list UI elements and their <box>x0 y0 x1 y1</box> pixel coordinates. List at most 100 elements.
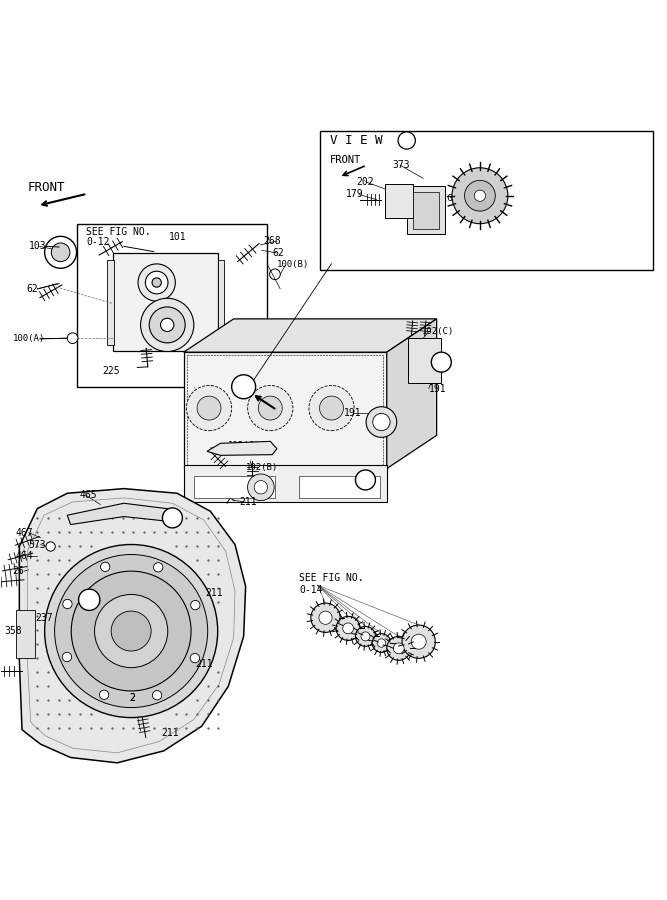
Circle shape <box>141 298 194 352</box>
Text: SEE FIG NO.: SEE FIG NO. <box>415 194 474 202</box>
Circle shape <box>51 243 70 262</box>
Text: 175: 175 <box>372 420 390 430</box>
Circle shape <box>46 542 55 551</box>
Circle shape <box>191 600 200 610</box>
Circle shape <box>254 481 267 494</box>
Circle shape <box>99 690 109 699</box>
Text: 211: 211 <box>205 588 223 598</box>
Circle shape <box>111 611 151 651</box>
Circle shape <box>402 626 436 658</box>
Circle shape <box>63 599 72 608</box>
Polygon shape <box>183 352 387 469</box>
Text: 0-14: 0-14 <box>299 585 322 595</box>
Circle shape <box>67 333 78 344</box>
Circle shape <box>398 131 416 149</box>
Circle shape <box>149 307 185 343</box>
Circle shape <box>372 634 391 652</box>
Bar <box>16 609 35 658</box>
Circle shape <box>79 590 100 610</box>
Circle shape <box>190 653 199 662</box>
Bar <box>320 130 653 270</box>
Text: 202: 202 <box>357 176 374 187</box>
Circle shape <box>95 594 168 668</box>
Circle shape <box>366 407 397 437</box>
Text: 465: 465 <box>79 491 97 500</box>
Circle shape <box>247 474 274 500</box>
Circle shape <box>319 396 344 420</box>
Text: 237: 237 <box>35 613 53 623</box>
Polygon shape <box>183 319 437 352</box>
Circle shape <box>387 636 411 661</box>
Text: 192(A): 192(A) <box>410 371 442 380</box>
Circle shape <box>394 643 404 653</box>
Text: SEE FIG NO.: SEE FIG NO. <box>299 572 364 583</box>
Circle shape <box>452 167 508 224</box>
Circle shape <box>186 385 231 431</box>
Bar <box>408 338 442 383</box>
Circle shape <box>163 508 182 528</box>
Circle shape <box>319 611 332 625</box>
Text: 62: 62 <box>272 248 284 258</box>
Text: SEE FIG NO.: SEE FIG NO. <box>86 227 151 237</box>
Text: 4-36: 4-36 <box>415 204 436 213</box>
Circle shape <box>62 652 71 662</box>
Circle shape <box>373 413 390 431</box>
Text: 2: 2 <box>129 693 135 703</box>
Polygon shape <box>19 489 245 763</box>
Circle shape <box>145 271 168 293</box>
Text: A: A <box>86 595 92 605</box>
Text: B: B <box>169 513 175 523</box>
Text: 26: 26 <box>13 566 25 576</box>
Polygon shape <box>67 503 177 525</box>
Text: 192(C): 192(C) <box>422 327 454 336</box>
Text: 100(B): 100(B) <box>277 260 309 269</box>
Bar <box>77 224 267 387</box>
Text: 373: 373 <box>392 160 410 170</box>
Text: 62: 62 <box>26 284 38 294</box>
Bar <box>299 476 380 498</box>
Circle shape <box>153 690 161 700</box>
Text: V I E W: V I E W <box>330 134 383 147</box>
Text: 464: 464 <box>15 552 33 562</box>
Text: 573: 573 <box>29 539 46 550</box>
Circle shape <box>356 470 376 490</box>
Text: 101: 101 <box>169 232 187 242</box>
Text: 225: 225 <box>102 366 119 376</box>
Text: 211: 211 <box>239 497 257 507</box>
Circle shape <box>336 616 360 641</box>
Text: 467: 467 <box>15 527 33 537</box>
Circle shape <box>247 385 293 431</box>
Circle shape <box>197 396 221 420</box>
Text: 102: 102 <box>164 323 181 333</box>
Text: C: C <box>404 136 410 146</box>
Text: 191: 191 <box>429 383 446 394</box>
Text: C: C <box>240 382 247 392</box>
Text: 192(C): 192(C) <box>228 441 261 450</box>
Text: 268: 268 <box>263 236 281 246</box>
Text: 0-12: 0-12 <box>86 237 109 247</box>
Bar <box>217 259 224 345</box>
Polygon shape <box>207 441 277 455</box>
Polygon shape <box>387 319 437 469</box>
Circle shape <box>361 632 370 641</box>
Circle shape <box>269 269 280 280</box>
Circle shape <box>311 603 340 633</box>
Circle shape <box>45 237 77 268</box>
Text: 358: 358 <box>4 626 21 636</box>
Circle shape <box>432 352 452 372</box>
Circle shape <box>152 278 161 287</box>
Text: FRONT: FRONT <box>330 156 362 166</box>
Text: 191: 191 <box>344 409 362 419</box>
Text: 100(A): 100(A) <box>13 334 45 343</box>
Text: 2: 2 <box>129 693 135 703</box>
Bar <box>407 185 446 234</box>
Circle shape <box>258 396 282 420</box>
Circle shape <box>153 562 163 572</box>
Circle shape <box>231 374 255 399</box>
Circle shape <box>356 626 376 646</box>
Circle shape <box>343 623 354 634</box>
Text: 179: 179 <box>346 189 363 200</box>
Circle shape <box>138 264 175 302</box>
Bar <box>183 465 387 502</box>
Circle shape <box>474 190 486 202</box>
